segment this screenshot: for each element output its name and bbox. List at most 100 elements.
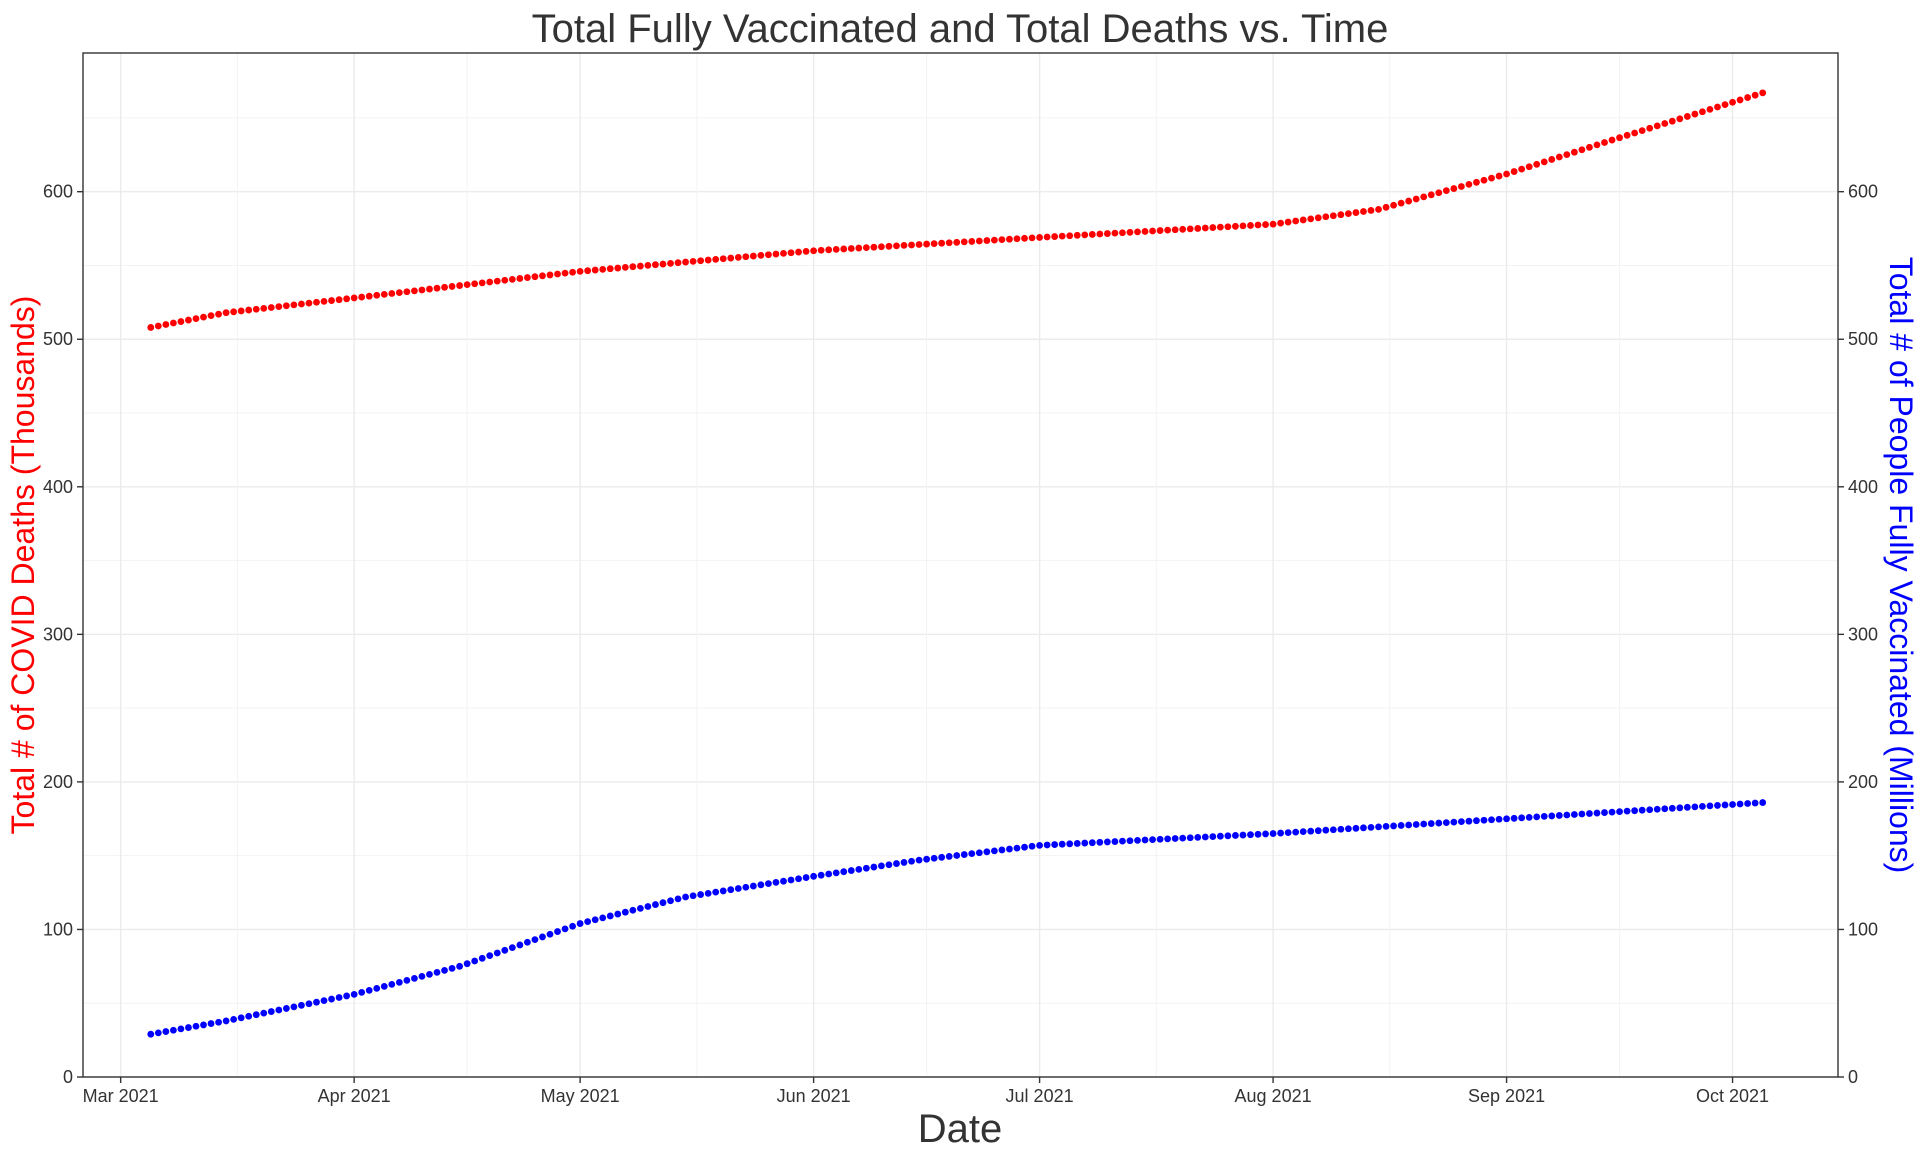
data-point <box>817 246 825 254</box>
data-point <box>1744 800 1752 807</box>
data-point <box>727 886 735 894</box>
data-point <box>1111 229 1119 237</box>
data-point <box>561 269 569 277</box>
data-point <box>923 855 931 863</box>
data-point <box>938 853 946 861</box>
data-point <box>629 263 637 271</box>
data-point <box>185 1024 192 1031</box>
data-point <box>1548 812 1556 820</box>
data-point <box>554 928 561 935</box>
data-point <box>260 1009 268 1017</box>
data-point <box>1028 234 1036 242</box>
data-point <box>282 302 290 310</box>
data-point <box>584 267 592 275</box>
data-point <box>712 888 720 896</box>
series-deaths <box>147 89 1767 331</box>
data-point <box>1239 831 1247 839</box>
data-point <box>222 1017 230 1025</box>
data-point <box>1269 220 1277 228</box>
data-point <box>1224 223 1232 231</box>
data-point <box>1134 228 1141 236</box>
data-point <box>523 938 531 946</box>
data-point <box>893 860 900 867</box>
data-point <box>1126 837 1134 845</box>
data-point <box>749 252 757 260</box>
data-point <box>1661 805 1669 813</box>
data-point <box>1345 825 1352 833</box>
data-point <box>1736 800 1744 808</box>
data-point <box>862 244 870 252</box>
data-point <box>802 874 810 881</box>
data-point <box>433 284 441 292</box>
data-point <box>1465 181 1473 188</box>
data-point <box>478 954 486 962</box>
data-point <box>350 990 358 998</box>
data-point <box>1555 812 1563 819</box>
data-point <box>1171 835 1179 842</box>
data-point <box>486 278 494 286</box>
data-point <box>1345 210 1352 218</box>
data-point <box>456 282 464 289</box>
data-point <box>885 242 893 250</box>
series-vaccinated <box>147 799 1767 1038</box>
data-point <box>260 304 268 312</box>
y-tick-label-left: 400 <box>43 477 73 497</box>
data-point <box>1608 808 1616 816</box>
data-point <box>704 256 712 264</box>
y-tick-label-right: 0 <box>1848 1067 1858 1087</box>
data-point <box>998 236 1006 244</box>
data-point <box>1427 820 1435 827</box>
y-axis-label-right: Total # of People Fully Vaccinated (Mill… <box>1883 257 1919 874</box>
data-point <box>795 875 802 883</box>
data-point <box>1427 191 1435 199</box>
data-point <box>1284 829 1292 836</box>
ticks: Mar 2021 Apr 2021 May 2021 Jun 2021 Jul 2021… <box>43 182 1878 1106</box>
data-point <box>1631 807 1639 815</box>
data-point <box>960 238 968 246</box>
data-point <box>1390 201 1398 209</box>
y-tick-label-right: 200 <box>1848 772 1878 792</box>
data-point <box>1412 195 1420 203</box>
data-point <box>546 930 554 938</box>
data-point <box>1292 828 1300 836</box>
data-point <box>1156 227 1164 234</box>
data-point <box>591 916 599 924</box>
data-point <box>667 259 674 267</box>
data-point <box>1209 833 1217 840</box>
y-tick-label-left: 600 <box>43 182 73 202</box>
data-point <box>403 288 411 296</box>
x-tick-label: Jul 2021 <box>1006 1086 1074 1106</box>
data-point <box>335 994 343 1001</box>
data-point <box>1646 124 1654 132</box>
data-point <box>1510 168 1518 175</box>
data-point <box>1224 832 1232 840</box>
data-point <box>1586 143 1593 151</box>
data-point <box>1292 217 1300 225</box>
data-point <box>1563 811 1571 819</box>
data-point <box>900 859 908 866</box>
data-point <box>275 303 283 311</box>
data-point <box>1058 232 1066 240</box>
data-point <box>1412 821 1420 828</box>
data-point <box>1623 807 1631 815</box>
data-point <box>1435 819 1443 827</box>
data-point <box>433 968 441 976</box>
data-point <box>237 1014 245 1022</box>
data-point <box>373 291 381 299</box>
data-point <box>486 952 494 960</box>
data-point <box>1126 228 1134 236</box>
data-point <box>1759 799 1767 806</box>
data-point <box>1548 156 1556 163</box>
data-point <box>1653 805 1661 813</box>
data-point <box>968 850 976 858</box>
data-point <box>900 242 908 249</box>
data-point <box>742 253 750 261</box>
data-point <box>252 305 260 313</box>
data-point <box>1262 221 1269 228</box>
data-point <box>1216 832 1224 840</box>
data-point <box>938 239 946 247</box>
data-point <box>1088 231 1096 238</box>
data-point <box>554 270 561 278</box>
data-point <box>1179 225 1187 233</box>
data-point <box>1352 209 1360 216</box>
